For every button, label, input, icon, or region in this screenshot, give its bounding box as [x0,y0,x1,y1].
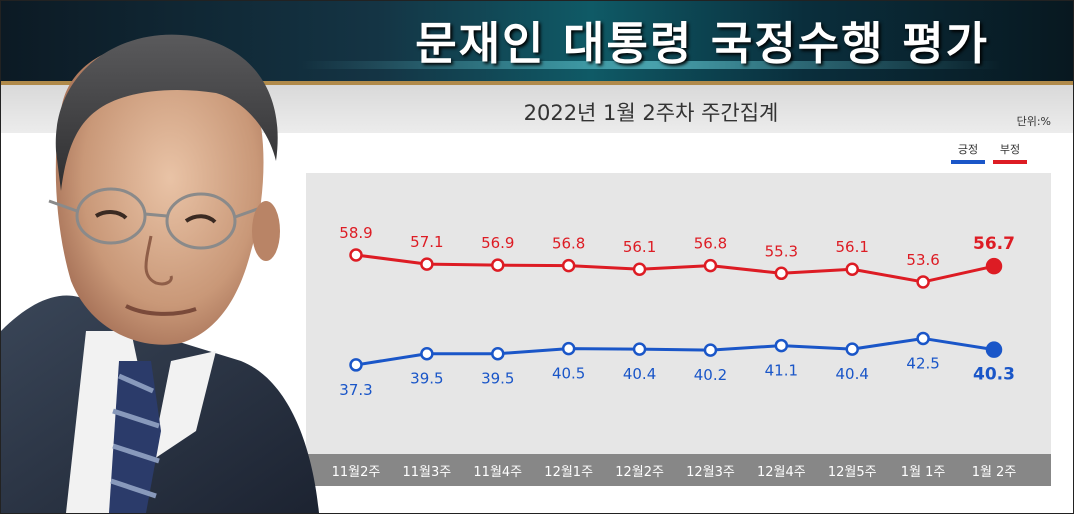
data-label: 57.1 [410,233,443,251]
data-label: 56.8 [694,235,727,253]
gold-divider [1,81,1073,85]
line-chart: 11월2주 11월3주 11월4주 12월1주 12월2주 12월3주 12월4주 12월5주… [306,224,1051,486]
data-label: 56.9 [481,234,514,252]
data-point [420,346,434,361]
data-label: 40.4 [836,365,869,383]
chart-subtitle: 2022년 1월 2주차 주간집계 [523,101,779,125]
chart-title: 문재인 대통령 국정수행 평가 [415,17,989,70]
data-label: 56.1 [623,238,656,256]
data-point [703,258,718,273]
data-point [349,358,363,372]
data-point [916,331,930,346]
data-point [632,262,647,276]
data-point [916,275,930,289]
series-line [355,253,995,284]
legend-positive-label: 긍정 [957,143,979,156]
data-point [845,342,859,356]
data-point [632,342,647,356]
data-point [845,262,859,276]
data-label: 37.3 [339,381,372,399]
data-point [985,257,1003,275]
data-point [561,258,576,273]
data-point [774,338,789,353]
x-tick-label: 11월4주 [473,465,522,480]
x-tick-label: 12월2주 [615,465,664,480]
x-tick-label: 12월4주 [757,465,806,480]
series-line [355,336,995,367]
data-label: 56.1 [836,238,869,256]
plot-area: 11월2주 11월3주 11월4주 12월1주 12월2주 12월3주 12월4주 12월5주… [306,173,1051,486]
data-point [561,341,576,356]
data-label: 40.4 [623,365,656,383]
x-tick-label: 11월2주 [332,465,381,480]
data-point [349,248,363,262]
banner-glow [301,61,1001,69]
x-tick-label: 11월3주 [403,465,452,480]
x-tick-label: 1월 1주 [901,465,946,480]
data-point [491,258,505,272]
data-label: 40.5 [552,365,585,383]
data-point [774,266,789,281]
unit-label: 단위:% [1016,115,1051,128]
x-tick-label: 12월3주 [686,465,735,480]
data-label: 56.7 [973,234,1015,254]
legend-negative-swatch [993,160,1027,164]
data-point [985,341,1003,358]
data-label: 55.3 [765,242,798,260]
data-label: 39.5 [410,370,443,388]
x-axis-strip [306,454,1051,486]
x-tick-label: 12월5주 [828,465,877,480]
president-portrait-illustration [1,34,319,513]
legend: 긍정 부정 [951,141,1031,169]
data-label: 42.5 [906,354,939,372]
data-label: 53.6 [906,251,939,269]
data-label: 40.3 [973,365,1015,385]
data-label: 40.2 [694,366,727,384]
data-point [491,346,505,361]
legend-positive-swatch [951,160,985,164]
data-label: 58.9 [339,224,372,242]
data-point [703,343,718,357]
data-label: 56.8 [552,235,585,253]
data-label: 41.1 [765,362,798,380]
data-label: 39.5 [481,370,514,388]
x-tick-label: 1월 2주 [972,465,1017,480]
data-point [420,257,434,271]
legend-negative-label: 부정 [999,143,1021,156]
x-tick-label: 12월1주 [544,465,593,480]
